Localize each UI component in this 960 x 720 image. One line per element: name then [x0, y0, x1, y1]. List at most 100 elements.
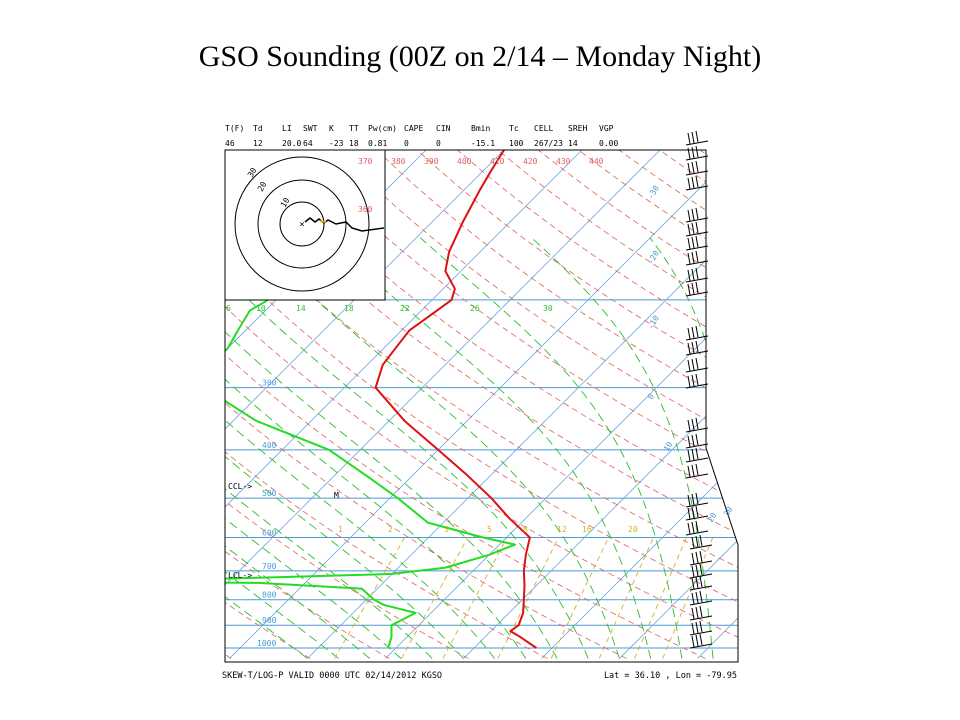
wind-barb-staff [689, 630, 713, 636]
hodograph-label-20: 20 [256, 180, 269, 193]
dry-adiabats [225, 150, 960, 659]
header-label: Pw(cm) [368, 124, 397, 133]
header-value: 267/23 [534, 139, 563, 148]
dry-adiabat-line [740, 150, 960, 659]
pressure-label: 900 [262, 616, 277, 625]
wind-barb-flag [695, 417, 699, 430]
wind-barb-flag [691, 565, 695, 578]
wind-barb-flag [687, 237, 691, 250]
isotherm-label: 30 [722, 505, 735, 518]
header-label: K [329, 124, 334, 133]
wind-barb-flag [691, 131, 695, 144]
wind-barb-flag [699, 590, 703, 603]
wind-barb-flag [691, 622, 695, 635]
header-label: T(F) [225, 124, 244, 133]
dry-adiabat-line [497, 150, 738, 659]
dewpoint-line-group [225, 150, 516, 649]
hodograph-trace-highlight [319, 220, 327, 223]
footer-right: Lat = 36.10 , Lon = -79.95 [604, 671, 737, 681]
wind-barb-flag [695, 447, 699, 460]
mixing-ratio-line [401, 537, 469, 659]
wind-barb-flag [687, 223, 691, 236]
pressure-label: 700 [262, 562, 277, 571]
wind-barb-flag [687, 283, 691, 296]
moist-adiabat-line [225, 237, 589, 659]
wind-barb-flag [695, 340, 699, 353]
pressure-label: 1000 [257, 639, 276, 648]
wind-barb-staff [685, 231, 709, 237]
header-value: 0.00 [599, 139, 618, 148]
header-label: Tc [509, 124, 519, 133]
wind-barb-flag [691, 341, 695, 354]
wind-barb-flag [687, 147, 691, 160]
moist-adiabat-line [225, 364, 371, 659]
header-value: 12 [253, 139, 263, 148]
isotherm-label: -10 [646, 314, 661, 331]
header-label: SREH [568, 124, 587, 133]
inset-scale-label: 14 [296, 304, 306, 313]
wind-barb-flag [695, 235, 699, 248]
moist-adiabat-line [531, 237, 714, 659]
dry-adiabat-line [781, 150, 960, 659]
mixing-ratio-line [662, 537, 714, 659]
isotherm-label: 20 [706, 511, 719, 524]
wind-barb-flag [691, 268, 695, 281]
ccl-marker: CCL-> [228, 482, 252, 491]
wind-barb-flag [695, 207, 699, 220]
wind-barb-staff [689, 615, 713, 621]
moist-adiabat-line [225, 315, 464, 659]
level-marker: M [334, 491, 339, 500]
mixing-ratio-label: 8 [523, 525, 528, 534]
theta-label: 410 [490, 157, 505, 166]
wind-barb-flag [691, 577, 695, 590]
moist-adiabat-line [225, 334, 433, 659]
wind-barb-staff [685, 502, 709, 508]
theta-label: 370 [358, 157, 373, 166]
header-label: CAPE [404, 124, 423, 133]
wind-barb-flag [699, 605, 703, 618]
mixing-ratio-line [550, 537, 609, 659]
theta-labels: 370 380 390 400 410 420 430 440 360 [358, 157, 604, 214]
dry-adiabat-line [225, 150, 738, 659]
wind-barb-staff [685, 515, 709, 521]
isotherm-line [463, 150, 738, 659]
wind-barb-flag [699, 575, 703, 588]
dry-adiabat-line [376, 150, 738, 659]
wind-barb-staff [689, 600, 713, 606]
hodograph-inset: 10 20 30 × [224, 149, 386, 301]
header-value: 0 [436, 139, 441, 148]
hodograph-label-30: 30 [246, 166, 259, 179]
pressure-labels: 300 400 500 600 700 800 900 1000 [257, 379, 277, 648]
moist-adiabat-line [225, 352, 402, 659]
wind-barb-flag [699, 620, 703, 633]
hodograph-trace [304, 217, 385, 232]
wind-barb-flag [695, 281, 699, 294]
isotherm-line [225, 150, 661, 659]
wind-barb-staff [685, 530, 709, 536]
wind-barb-flag [691, 635, 695, 648]
wind-barb-flag [695, 267, 699, 280]
inset-scale-label: 18 [344, 304, 354, 313]
wind-barb-flag [687, 269, 691, 282]
wind-barb-flag [691, 536, 695, 549]
wind-barb-staff [685, 350, 709, 356]
wind-barb-flag [695, 606, 699, 619]
isotherm-label: 10 [662, 440, 675, 453]
wind-barb-flag [691, 146, 695, 159]
wind-barb-staff [685, 427, 709, 433]
header-labels: T(F) Td LI SWT K TT Pw(cm) CAPE CIN Bmin Tc CELL SRE… [225, 124, 614, 133]
wind-barb-flag [695, 130, 699, 143]
inset-scale-label: 22 [400, 304, 410, 313]
wind-barb-flag [687, 359, 691, 372]
moist-adiabat-line [251, 237, 620, 659]
wind-barb-flag [695, 373, 699, 386]
wind-barb-flag [695, 621, 699, 634]
lcl-marker: LCL-> [228, 571, 252, 580]
inset-scale-label: 26 [470, 304, 480, 313]
mixing-ratio-label: 20 [628, 525, 638, 534]
moist-adiabat-line [751, 238, 777, 659]
dry-adiabat-line [225, 150, 548, 659]
plot-border [224, 149, 739, 663]
header-value: -15.1 [471, 139, 495, 148]
header-label: SWT [303, 124, 318, 133]
